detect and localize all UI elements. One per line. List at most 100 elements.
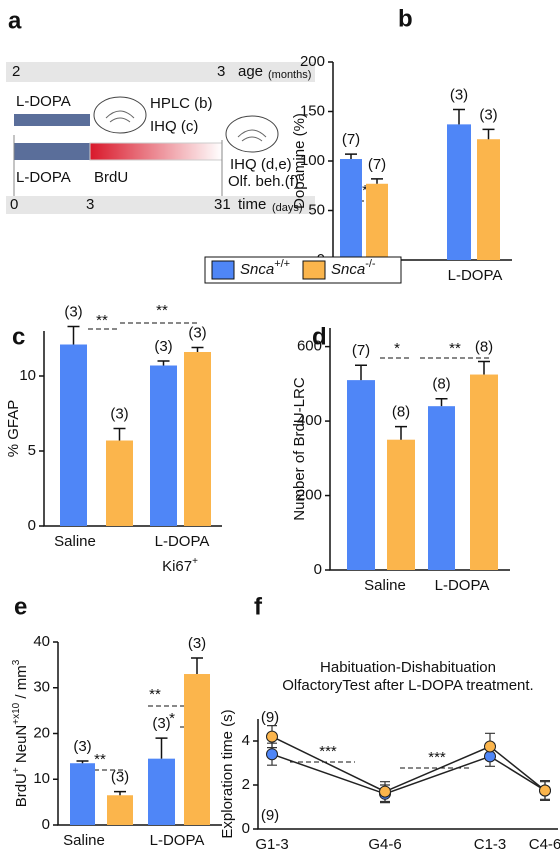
y-tick-label: 40 (33, 633, 50, 650)
n-label: (7) (342, 131, 360, 148)
label-part: +x10 (11, 702, 22, 724)
x-tick-label: L-DOPA (435, 577, 490, 594)
time-title: time (238, 196, 266, 213)
bar (106, 440, 133, 526)
x-axis-label: Ki67+ (162, 556, 198, 575)
significance-label: * (394, 340, 400, 357)
label-part: NeuN (13, 725, 30, 768)
error-bar (67, 325, 80, 345)
panel-a: a 2 3 age (months) L-DOPA HPLC (b) IHQ (… (6, 7, 315, 214)
significance-label: * (362, 182, 368, 199)
y-tick-label: 0 (242, 820, 250, 837)
x-tick-label: L-DOPA (155, 533, 210, 550)
significance-label: ** (96, 312, 108, 329)
n-label: (7) (368, 156, 386, 173)
bar (184, 674, 210, 825)
n-label: (3) (479, 106, 497, 123)
error-bar (345, 153, 357, 160)
error-bar (453, 108, 465, 125)
x-tick-label: C1-3 (474, 836, 507, 852)
legend-swatch (211, 260, 235, 280)
drug-label: L-DOPA (16, 169, 71, 186)
bar (184, 352, 211, 526)
significance-label: ** (149, 686, 161, 703)
brain-icon (93, 96, 147, 134)
error-bar (371, 178, 383, 184)
y-axis-label: Number of BrdU-LRC (291, 377, 308, 521)
n-label: (8) (432, 376, 450, 393)
brain-icon (225, 115, 279, 153)
panel-label: f (254, 593, 263, 620)
age-end: 3 (217, 63, 225, 80)
n-label: (3) (154, 338, 172, 355)
axes (257, 719, 558, 830)
bar (477, 139, 500, 260)
y-axis-label: Exploration time (s) (219, 709, 236, 838)
panel-label: b (398, 5, 413, 32)
ldopa-bar (14, 143, 90, 160)
brdu-bar (89, 142, 223, 161)
significance-label: ** (449, 340, 461, 357)
bar (387, 439, 415, 570)
time-band (6, 196, 315, 214)
significance-label: * (169, 710, 175, 727)
label-part: / mm (13, 665, 30, 703)
x-tick-label: Saline (63, 832, 105, 849)
panel-label: e (14, 593, 27, 620)
error-bar (113, 427, 126, 441)
n-label: (8) (475, 338, 493, 355)
n-label: (3) (188, 635, 206, 652)
y-tick-label: 100 (300, 152, 325, 169)
y-tick-label: 0 (28, 517, 36, 534)
error-bar (482, 128, 495, 140)
point (484, 750, 496, 763)
label-part: Ki67 (162, 558, 192, 575)
x-tick-label: C4-6 (529, 836, 560, 852)
x-tick-label: L-DOPA (150, 832, 205, 849)
y-tick-label: 200 (300, 53, 325, 70)
time-end: 31 (214, 196, 231, 213)
error-bar (355, 364, 367, 381)
assay: Olf. beh.(f) (228, 173, 299, 190)
error-bar (155, 737, 168, 759)
significance-label: ** (94, 751, 106, 768)
legend-name: Snca (240, 261, 274, 278)
brain-icon-detail (237, 129, 267, 142)
error-bar (395, 425, 407, 440)
error-bar (478, 360, 490, 375)
point (266, 748, 278, 761)
bar (107, 795, 133, 825)
series-line (271, 753, 546, 795)
n-label: (8) (392, 404, 410, 421)
y-tick-label: 10 (19, 367, 36, 384)
error-bar (76, 760, 89, 764)
bar (428, 406, 455, 570)
y-tick-label: 200 (297, 487, 322, 504)
y-axis-label: BrdU+ NeuN+x10 / mm3 (11, 659, 30, 807)
assay: IHQ (c) (150, 118, 198, 135)
legend-label: Snca-/- (331, 258, 376, 278)
chart-title: OlfactoryTest after L-DOPA treatment. (282, 677, 533, 694)
time-unit: (days) (272, 202, 303, 214)
y-tick-label: 4 (242, 732, 250, 749)
brain-icon-detail (105, 110, 135, 123)
n-label: (3) (111, 769, 129, 786)
legend-label: Snca+/+ (240, 258, 290, 278)
error-bar (191, 346, 204, 352)
y-tick-label: 30 (33, 679, 50, 696)
n-label: (3) (152, 715, 170, 732)
y-tick-label: 400 (297, 412, 322, 429)
y-axis-label: Dopamine (%) (291, 113, 308, 209)
y-tick-label: 5 (28, 442, 36, 459)
label-part: + (11, 767, 22, 773)
bar (60, 344, 87, 526)
y-tick-label: 2 (242, 776, 250, 793)
marker-label: BrdU (94, 169, 128, 186)
x-tick-label: G4-6 (368, 836, 401, 852)
error-bar (157, 360, 170, 366)
label-part: 3 (11, 659, 22, 665)
time-mid: 3 (86, 196, 94, 213)
y-axis-label: % GFAP (5, 400, 22, 458)
error-bar (114, 790, 126, 796)
